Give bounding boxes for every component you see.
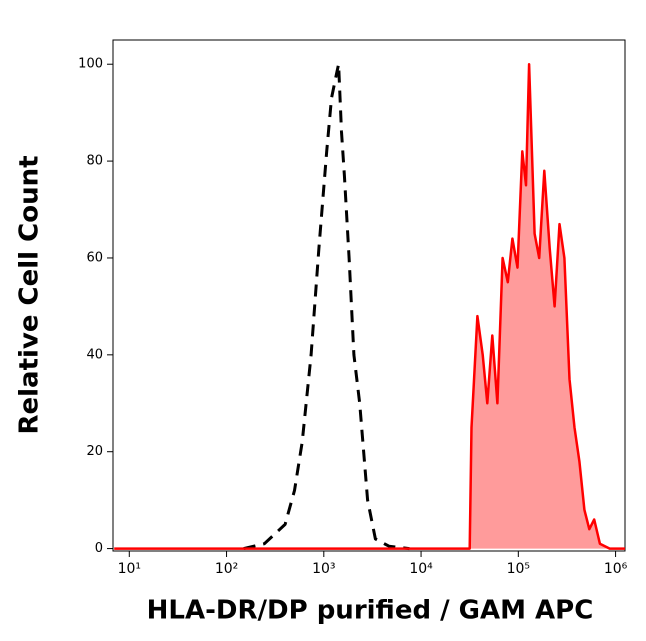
x-tick-label: 10⁵ bbox=[507, 561, 530, 577]
x-axis-label: HLA-DR/DP purified / GAM APC bbox=[147, 596, 594, 626]
plot-frame bbox=[112, 39, 626, 552]
y-axis-label: Relative Cell Count bbox=[15, 155, 45, 434]
y-tick-label: 0 bbox=[95, 541, 103, 556]
y-tick-label: 60 bbox=[86, 250, 103, 265]
y-tick-label: 20 bbox=[86, 444, 103, 459]
y-tick-label: 40 bbox=[86, 347, 103, 362]
histogram-line bbox=[114, 62, 625, 550]
area bbox=[114, 64, 625, 549]
y-tick-label: 80 bbox=[86, 154, 103, 169]
x-tick-label: 10² bbox=[215, 561, 238, 577]
histogram-line bbox=[243, 62, 410, 551]
x-tick-label: 10¹ bbox=[118, 561, 141, 577]
x-tick-label: 10⁴ bbox=[409, 561, 433, 577]
y-tick-label: 100 bbox=[78, 57, 103, 72]
x-tick-label: 10³ bbox=[312, 561, 335, 577]
x-tick-label: 10⁶ bbox=[604, 561, 628, 577]
